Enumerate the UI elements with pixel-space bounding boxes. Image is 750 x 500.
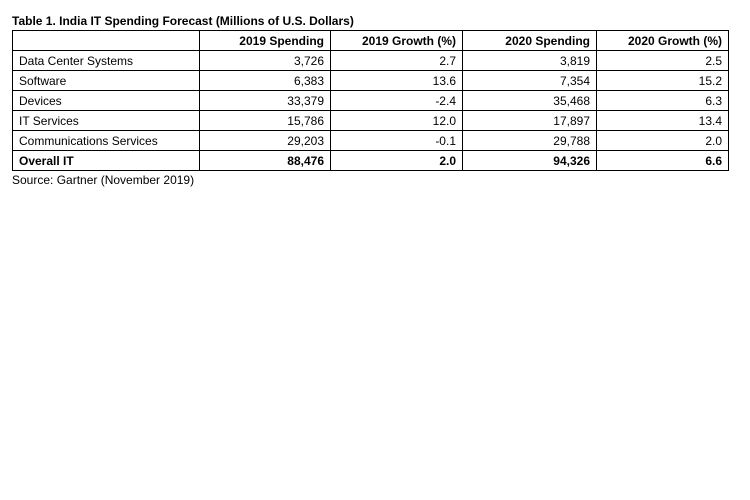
row-label: Data Center Systems: [12, 50, 200, 71]
row-label: IT Services: [12, 110, 200, 131]
table-row: Communications Services 29,203 -0.1 29,7…: [12, 130, 729, 151]
table-cell: 2.5: [596, 50, 729, 71]
header-row: 2019 Spending 2019 Growth (%) 2020 Spend…: [12, 30, 729, 51]
column-header: 2019 Spending: [199, 30, 331, 51]
table-cell: 2.0: [596, 130, 729, 151]
row-label: Software: [12, 70, 200, 91]
table-cell: 13.4: [596, 110, 729, 131]
table-cell: 33,379: [199, 90, 331, 111]
table-cell: 6.3: [596, 90, 729, 111]
row-label: Communications Services: [12, 130, 200, 151]
table-row: IT Services 15,786 12.0 17,897 13.4: [12, 110, 729, 131]
column-header: [12, 30, 200, 51]
table-cell: 29,788: [462, 130, 597, 151]
table-cell: 17,897: [462, 110, 597, 131]
table-cell: 6.6: [596, 150, 729, 171]
spending-table: 2019 Spending 2019 Growth (%) 2020 Spend…: [12, 30, 729, 171]
table-cell: 12.0: [330, 110, 463, 131]
row-label: Devices: [12, 90, 200, 111]
column-header: 2020 Growth (%): [596, 30, 729, 51]
table-cell: 15,786: [199, 110, 331, 131]
source-note: Source: Gartner (November 2019): [12, 173, 195, 187]
table-cell: 7,354: [462, 70, 597, 91]
total-row: Overall IT 88,476 2.0 94,326 6.6: [12, 150, 729, 171]
row-label: Overall IT: [12, 150, 200, 171]
column-header: 2020 Spending: [462, 30, 597, 51]
table-cell: 6,383: [199, 70, 331, 91]
table-row: Devices 33,379 -2.4 35,468 6.3: [12, 90, 729, 111]
table-cell: 3,726: [199, 50, 331, 71]
table-cell: 29,203: [199, 130, 331, 151]
table-figure: Table 1. India IT Spending Forecast (Mil…: [12, 12, 729, 189]
table-cell: 3,819: [462, 50, 597, 71]
table-cell: 13.6: [330, 70, 463, 91]
table-row: Data Center Systems 3,726 2.7 3,819 2.5: [12, 50, 729, 71]
table-cell: -2.4: [330, 90, 463, 111]
table-cell: 94,326: [462, 150, 597, 171]
table-cell: 2.0: [330, 150, 463, 171]
table-title: Table 1. India IT Spending Forecast (Mil…: [12, 14, 354, 28]
column-header: 2019 Growth (%): [330, 30, 463, 51]
table-cell: 35,468: [462, 90, 597, 111]
table-cell: 15.2: [596, 70, 729, 91]
table-cell: 88,476: [199, 150, 331, 171]
table-cell: -0.1: [330, 130, 463, 151]
table-row: Software 6,383 13.6 7,354 15.2: [12, 70, 729, 91]
table-cell: 2.7: [330, 50, 463, 71]
